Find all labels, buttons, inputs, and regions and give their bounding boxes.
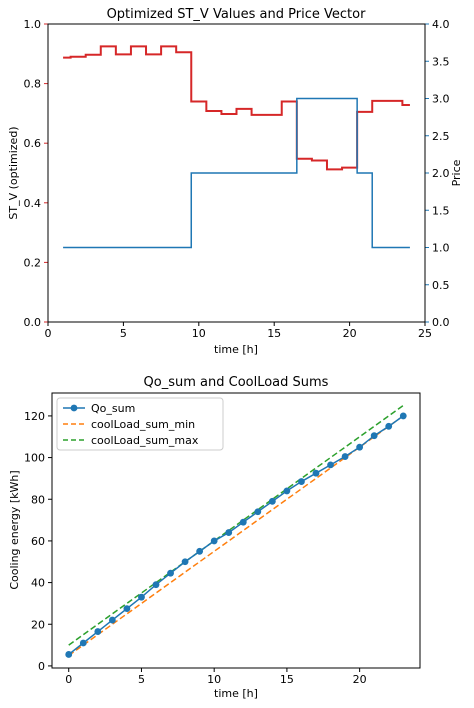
top-chart-title: Optimized ST_V Values and Price Vector <box>107 7 367 22</box>
x-tick-label: 25 <box>418 327 432 340</box>
y-tick-label: 0.6 <box>24 137 42 150</box>
x-tick-label: 0 <box>65 673 72 686</box>
y-tick-label: 80 <box>31 493 45 506</box>
data-point <box>283 487 291 495</box>
data-point <box>356 443 364 451</box>
y-right-tick-label: 1.0 <box>432 242 450 255</box>
x-tick-label: 10 <box>192 327 206 340</box>
series-line-coolload-sum-max <box>68 404 404 646</box>
series-line-price <box>63 97 410 249</box>
y-right-tick-label: 2.5 <box>432 130 450 143</box>
series-line-st-v <box>63 45 410 171</box>
y-tick-label: 120 <box>24 410 45 423</box>
top-chart-ylabel-right: Price <box>450 159 463 186</box>
data-point <box>254 508 262 516</box>
data-point <box>370 432 378 440</box>
data-point <box>123 605 131 613</box>
legend-label: coolLoad_sum_max <box>91 434 199 447</box>
y-right-tick-label: 3.5 <box>432 55 450 68</box>
x-tick-label: 0 <box>45 327 52 340</box>
y-right-tick-label: 4.0 <box>432 18 450 31</box>
legend-marker <box>70 404 78 412</box>
top-chart-xlabel: time [h] <box>214 343 258 356</box>
data-point <box>108 616 116 624</box>
bottom-chart-ylabel: Cooling energy [kWh] <box>8 470 21 589</box>
data-point <box>152 581 160 589</box>
y-tick-label: 20 <box>31 618 45 631</box>
bottom-chart-title: Qo_sum and CoolLoad Sums <box>144 375 329 390</box>
data-point <box>196 547 204 555</box>
data-point <box>210 537 218 545</box>
bottom-chart: Qo_sum and CoolLoad Sums 0 5 10 15 20 0 20 40 60… <box>8 375 421 700</box>
legend-label: Qo_sum <box>91 402 135 415</box>
y-right-tick-label: 3.0 <box>432 93 450 106</box>
top-chart-ylabel: ST_V (optimized) <box>7 126 20 219</box>
y-tick-label: 60 <box>31 535 45 548</box>
x-tick-label: 15 <box>280 673 294 686</box>
y-tick-label: 0.4 <box>24 197 42 210</box>
data-point <box>239 518 247 526</box>
top-chart: Optimized ST_V Values and Price Vector 0… <box>7 7 463 356</box>
x-tick-label: 10 <box>207 673 221 686</box>
data-point <box>327 461 334 469</box>
x-tick-label: 15 <box>267 327 281 340</box>
y-tick-label: 1.0 <box>24 18 42 31</box>
legend-box <box>56 397 224 451</box>
y-right-tick-label: 0.0 <box>432 316 450 329</box>
data-point <box>65 651 73 658</box>
y-tick-label: 0 <box>38 660 45 673</box>
data-point <box>268 497 276 505</box>
data-point <box>94 628 102 635</box>
series-line-qo-sum <box>68 415 404 656</box>
data-point <box>341 453 349 460</box>
bottom-chart-ticks: 0 5 10 15 20 0 20 40 60 80 100 120 <box>24 410 367 686</box>
bottom-chart-legend: Qo_sum coolLoad_sum_min coolLoad_sum_max <box>56 397 224 451</box>
y-tick-label: 0.8 <box>24 78 42 91</box>
x-tick-label: 5 <box>138 673 145 686</box>
data-point <box>312 469 320 477</box>
y-tick-label: 100 <box>24 452 45 465</box>
x-tick-label: 20 <box>353 673 367 686</box>
data-point <box>167 569 174 577</box>
data-point <box>138 593 145 601</box>
top-chart-series <box>63 45 410 249</box>
data-point <box>225 529 233 536</box>
legend-label: coolLoad_sum_min <box>91 418 195 431</box>
data-point <box>181 558 189 566</box>
y-tick-label: 40 <box>31 577 45 590</box>
y-right-tick-label: 0.5 <box>432 279 450 292</box>
bottom-chart-xlabel: time [h] <box>214 687 258 700</box>
data-point <box>399 412 407 420</box>
bottom-chart-plot-frame <box>51 392 421 669</box>
x-tick-label: 20 <box>343 327 357 340</box>
y-tick-label: 0.2 <box>24 256 42 269</box>
y-right-tick-label: 1.5 <box>432 204 450 217</box>
y-tick-label: 0.0 <box>24 316 42 329</box>
top-chart-plot-frame <box>47 23 426 323</box>
bottom-chart-series <box>65 404 407 658</box>
data-point <box>385 422 393 430</box>
y-right-tick-label: 2.0 <box>432 167 450 180</box>
top-chart-ticks: 0 5 10 15 20 250.00.20.40.60.81.00.00.51.01.5… <box>24 18 450 340</box>
data-point <box>298 478 305 485</box>
data-point <box>79 639 87 647</box>
x-tick-label: 5 <box>120 327 127 340</box>
